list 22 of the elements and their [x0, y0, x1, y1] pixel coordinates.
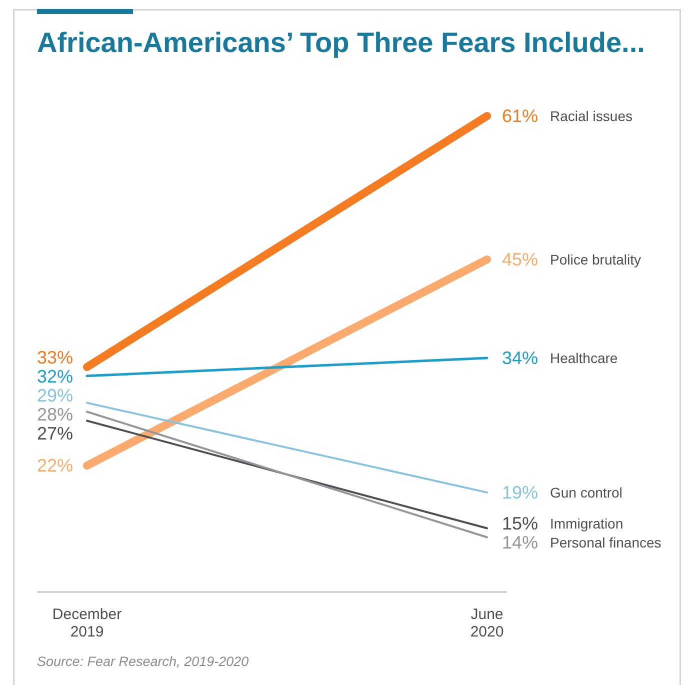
data-label: 27% [36, 424, 73, 444]
data-label: 29% [36, 386, 73, 406]
data-label: 22% [36, 456, 73, 476]
data-label: 33% [36, 348, 73, 368]
text: Gun control [550, 484, 622, 500]
data-label: 45% [502, 249, 538, 270]
data-label: 19% [502, 482, 538, 502]
text: Healthcare [550, 350, 618, 366]
text: Police brutality [550, 251, 642, 268]
x-tick-label: June 2020 [470, 606, 504, 640]
text: Immigration [550, 515, 624, 532]
text: Personal finances [550, 534, 662, 550]
data-label: 14% [502, 532, 538, 552]
data-label: 28% [36, 404, 73, 425]
data-label: 34% [502, 348, 538, 368]
x-tick-label: December 2019 [52, 606, 122, 640]
source-note: Source: Fear Research, 2019-2020 [37, 654, 249, 669]
text: Racial issues [550, 108, 632, 124]
chart-title: African-Americans’ Top Three Fears Include... [37, 27, 645, 59]
data-label: 15% [502, 513, 538, 534]
data-label: 32% [36, 366, 73, 387]
data-label: 61% [502, 106, 538, 126]
